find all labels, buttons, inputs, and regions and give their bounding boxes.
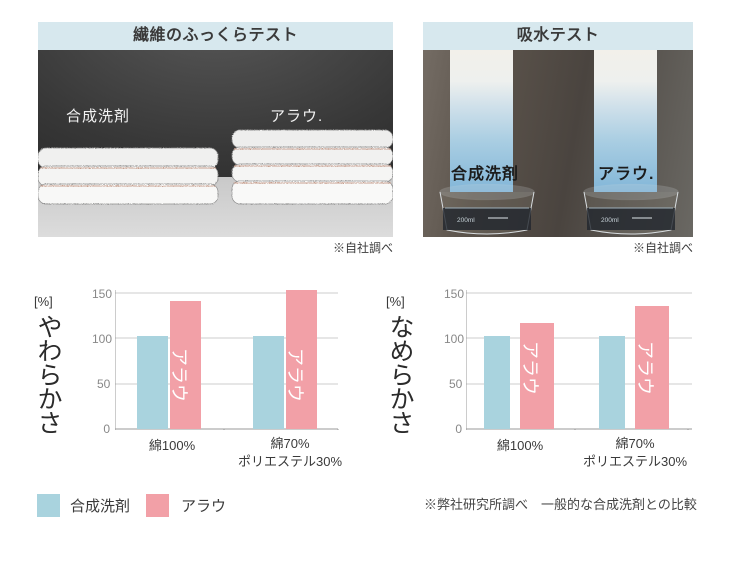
svg-text:アラウ: アラウ: [635, 341, 655, 395]
svg-text:200ml: 200ml: [601, 217, 619, 224]
svg-text:アラウ: アラウ: [285, 348, 305, 402]
svg-text:200ml: 200ml: [457, 217, 475, 224]
svg-text:アラウ: アラウ: [169, 348, 189, 402]
svg-text:アラウ: アラウ: [520, 341, 540, 395]
